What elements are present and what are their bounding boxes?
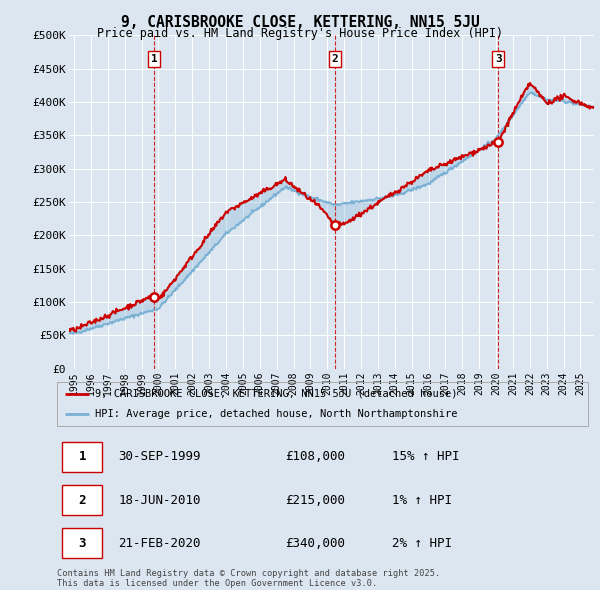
Text: 2: 2 [332,54,338,64]
Text: 30-SEP-1999: 30-SEP-1999 [118,450,200,464]
Text: £215,000: £215,000 [286,493,346,507]
Text: 15% ↑ HPI: 15% ↑ HPI [392,450,459,464]
Text: 9, CARISBROOKE CLOSE, KETTERING, NN15 5JU: 9, CARISBROOKE CLOSE, KETTERING, NN15 5J… [121,15,479,30]
Text: 3: 3 [79,536,86,550]
Text: 1: 1 [151,54,158,64]
FancyBboxPatch shape [62,485,102,516]
Text: £108,000: £108,000 [286,450,346,464]
Text: 3: 3 [495,54,502,64]
FancyBboxPatch shape [62,441,102,472]
Text: £340,000: £340,000 [286,536,346,550]
Text: 18-JUN-2010: 18-JUN-2010 [118,493,200,507]
Text: 2% ↑ HPI: 2% ↑ HPI [392,536,452,550]
Text: 1% ↑ HPI: 1% ↑ HPI [392,493,452,507]
Text: Contains HM Land Registry data © Crown copyright and database right 2025.
This d: Contains HM Land Registry data © Crown c… [57,569,440,588]
Text: HPI: Average price, detached house, North Northamptonshire: HPI: Average price, detached house, Nort… [95,409,458,419]
Text: 2: 2 [79,493,86,507]
FancyBboxPatch shape [62,528,102,558]
Text: 1: 1 [79,450,86,464]
Text: 21-FEB-2020: 21-FEB-2020 [118,536,200,550]
Text: 9, CARISBROOKE CLOSE, KETTERING, NN15 5JU (detached house): 9, CARISBROOKE CLOSE, KETTERING, NN15 5J… [95,389,458,399]
Text: Price paid vs. HM Land Registry's House Price Index (HPI): Price paid vs. HM Land Registry's House … [97,27,503,40]
